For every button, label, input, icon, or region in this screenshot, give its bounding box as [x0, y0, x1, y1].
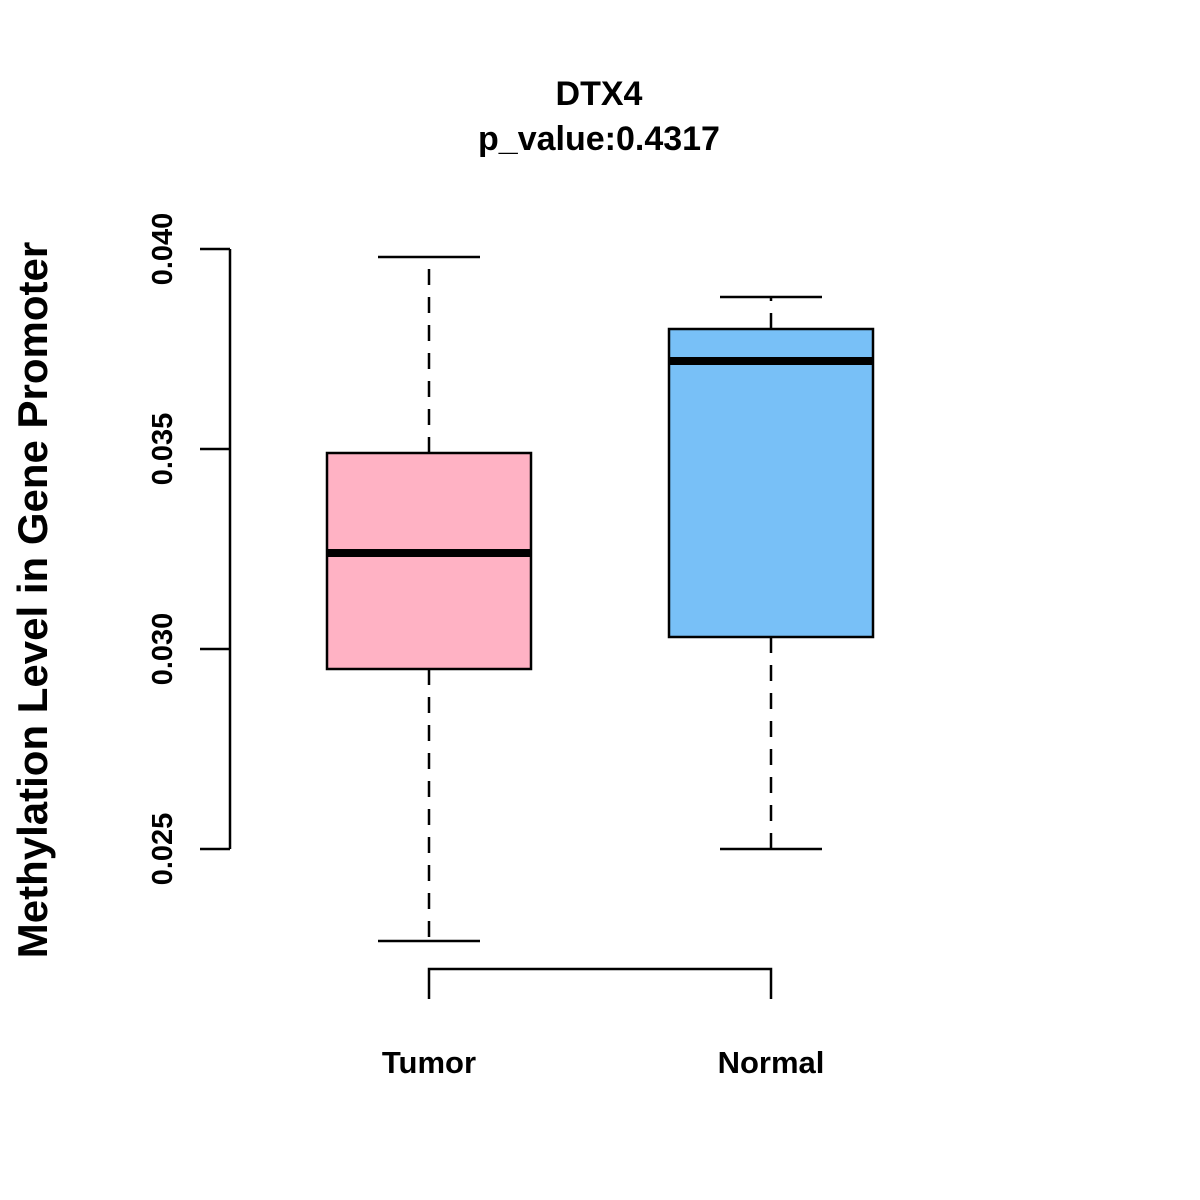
chart-title: DTX4 [556, 75, 643, 113]
box-body [667, 327, 875, 639]
comparison-bracket [427, 967, 773, 999]
box-normal [667, 295, 875, 851]
y-tick-label: 0.030 [147, 613, 179, 686]
x-tick-label: Tumor [382, 1045, 476, 1080]
box-tumor [325, 255, 533, 943]
y-axis: 0.025 0.030 0.035 0.040 [147, 213, 232, 886]
box-body [325, 451, 533, 671]
bracket-line [427, 967, 773, 999]
x-tick-label: Normal [718, 1045, 825, 1080]
y-axis-label: Methylation Level in Gene Promoter [9, 242, 56, 958]
chart-subtitle: p_value:0.4317 [478, 120, 720, 158]
x-axis-labels: Tumor Normal [382, 1045, 824, 1080]
box-series [325, 255, 875, 943]
y-tick-label: 0.040 [147, 213, 179, 286]
y-tick-label: 0.025 [147, 813, 179, 886]
y-tick-label: 0.035 [147, 413, 179, 486]
